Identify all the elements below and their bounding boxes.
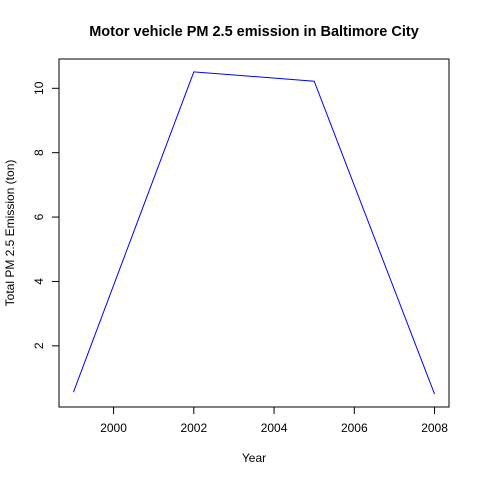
y-tick-label: 8 xyxy=(32,149,46,156)
series-layer xyxy=(73,72,434,394)
y-axis-label: Total PM 2.5 Emission (ton) xyxy=(3,160,17,307)
y-tick-label: 4 xyxy=(32,278,46,285)
y-tick-label: 2 xyxy=(32,342,46,349)
y-tick-label: 6 xyxy=(32,213,46,220)
x-tick-label: 2004 xyxy=(261,421,288,435)
x-tick-label: 2006 xyxy=(341,421,368,435)
y-tick-label: 10 xyxy=(32,81,46,95)
x-tick-label: 2002 xyxy=(180,421,207,435)
x-tick-label: 2008 xyxy=(421,421,448,435)
x-axis-label: Year xyxy=(242,451,266,465)
y-axis: 2 4 6 8 10 xyxy=(32,81,59,349)
x-tick-label: 2000 xyxy=(100,421,127,435)
plot-frame xyxy=(59,59,449,407)
chart-title: Motor vehicle PM 2.5 emission in Baltimo… xyxy=(89,24,419,40)
x-axis: 2000 2002 2004 2006 2008 xyxy=(100,407,448,435)
series-line xyxy=(73,72,434,394)
